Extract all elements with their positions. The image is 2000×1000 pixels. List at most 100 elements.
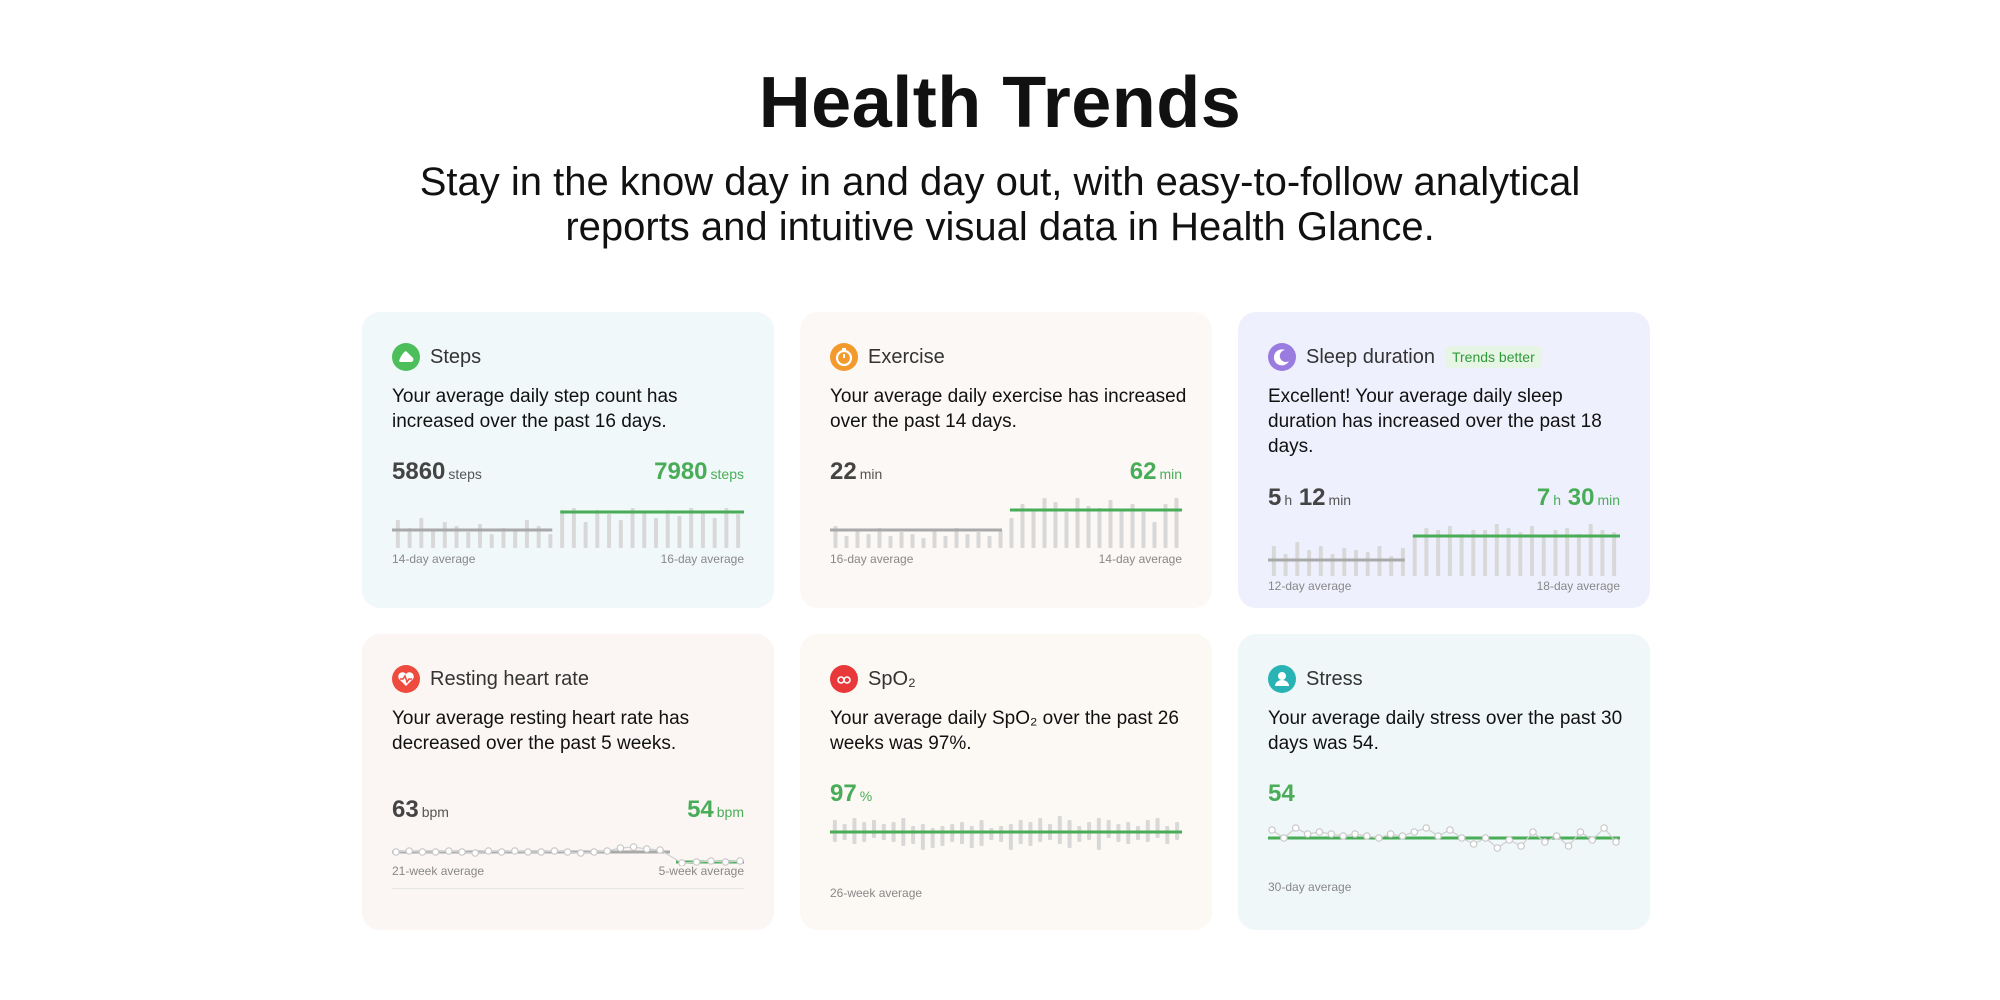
data-point	[405, 847, 414, 855]
data-point	[392, 848, 400, 856]
card-header: Sleep duration Trends better	[1268, 342, 1542, 372]
bar	[1330, 554, 1335, 576]
bar	[877, 528, 882, 548]
data-point	[577, 849, 585, 857]
bar	[513, 530, 518, 548]
bar	[1447, 526, 1452, 576]
left-caption: 21-week average	[392, 864, 485, 878]
bar	[1096, 818, 1101, 850]
bar	[987, 536, 992, 548]
bar	[888, 536, 893, 548]
bar	[677, 516, 682, 548]
card-header: Stress	[1268, 664, 1363, 694]
data-point	[1422, 824, 1431, 832]
bar	[724, 508, 729, 548]
data-point	[656, 846, 664, 854]
data-point	[1481, 834, 1490, 842]
right-caption: 18-day average	[1536, 579, 1620, 593]
bar	[1436, 530, 1441, 576]
bar	[1106, 820, 1111, 838]
data-point	[497, 848, 506, 856]
bar	[571, 508, 576, 548]
bar	[1541, 536, 1546, 576]
stress-value: 54	[1268, 780, 1295, 807]
bar	[1075, 498, 1080, 548]
data-point	[1303, 830, 1312, 838]
data-point	[1410, 828, 1419, 836]
card-title: Sleep duration	[1306, 345, 1435, 368]
bar	[1483, 530, 1488, 576]
data-point	[550, 847, 559, 855]
bar	[642, 512, 647, 548]
heart-rate-card[interactable]: Resting heart rate Your average resting …	[362, 634, 774, 930]
card-description: Your average daily exercise has increase…	[830, 386, 1187, 432]
card-header: Steps	[392, 342, 481, 372]
bar	[1471, 530, 1476, 576]
data-point	[1386, 830, 1395, 838]
card-description: Your average daily stress over the past …	[1268, 708, 1623, 754]
data-point	[1268, 826, 1276, 834]
bar	[1588, 524, 1593, 576]
bar	[407, 528, 412, 548]
card-description: Your average daily step count has increa…	[392, 386, 678, 432]
data-point	[603, 847, 612, 855]
bar	[1365, 552, 1370, 576]
exercise-card[interactable]: Exercise Your average daily exercise has…	[800, 312, 1212, 608]
spo2-bar-chart	[830, 816, 1182, 850]
data-point	[1600, 824, 1608, 832]
bar	[1097, 508, 1102, 548]
bar	[999, 826, 1004, 842]
bar	[595, 510, 600, 548]
bar	[954, 528, 959, 548]
right-value: 62 min	[1129, 458, 1182, 485]
bar	[478, 524, 482, 548]
steps-card[interactable]: Steps Your average daily step count has …	[362, 312, 774, 608]
bar	[607, 514, 612, 548]
bar	[1155, 818, 1160, 838]
bar	[1057, 816, 1062, 844]
bar	[583, 522, 588, 548]
bar	[1576, 534, 1581, 576]
bar	[736, 514, 741, 548]
bar	[1108, 500, 1113, 548]
right-value: 54 bpm	[687, 796, 744, 823]
bar	[1307, 550, 1312, 576]
bar	[1086, 506, 1091, 548]
data-point	[1351, 830, 1359, 838]
bar	[1412, 536, 1417, 576]
spo2-card[interactable]: SpO₂ Your average daily SpO₂ over the pa…	[800, 634, 1212, 930]
data-point	[1529, 828, 1537, 836]
bar	[911, 826, 916, 844]
data-point	[1505, 836, 1514, 844]
bar	[1424, 528, 1429, 576]
data-point	[484, 847, 493, 855]
bar	[920, 824, 925, 850]
data-point	[1363, 832, 1371, 840]
bar	[442, 522, 447, 548]
bar	[1565, 528, 1570, 576]
moon-icon	[1268, 343, 1296, 371]
sleep-card[interactable]: Sleep duration Trends better Excellent! …	[1238, 312, 1650, 608]
bar	[1119, 510, 1124, 548]
heart-pulse-icon	[392, 665, 420, 693]
bar	[700, 512, 705, 548]
bar	[548, 534, 553, 548]
bar	[943, 536, 948, 548]
bar	[712, 518, 717, 548]
data-point	[1315, 828, 1324, 836]
bar	[1165, 826, 1170, 844]
data-point	[1374, 834, 1383, 842]
data-point	[678, 859, 686, 866]
data-point	[1339, 832, 1347, 840]
left-caption: 16-day average	[830, 552, 914, 566]
card-description: Your average resting heart rate has decr…	[392, 708, 690, 754]
data-point	[1552, 832, 1561, 840]
data-point	[1434, 832, 1442, 840]
stress-card[interactable]: Stress Your average daily stress over th…	[1238, 634, 1650, 930]
bar	[921, 538, 926, 548]
data-point	[1517, 842, 1525, 850]
bar	[866, 534, 871, 548]
bar	[1530, 526, 1534, 576]
data-point	[692, 858, 701, 866]
bar	[1042, 498, 1047, 548]
